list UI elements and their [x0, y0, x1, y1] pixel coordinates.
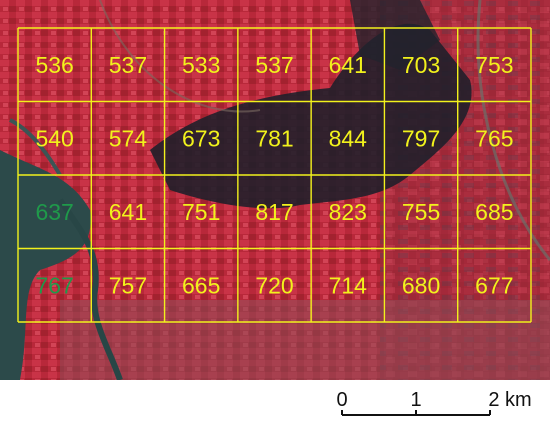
grid-cell-value: 673: [182, 125, 220, 151]
grid-cell-value: 533: [182, 52, 220, 78]
grid-cell-value: 536: [35, 52, 73, 78]
sample-grid: 536 537 533 537 641 703 753 540 574 673 781 844 797 7…: [17, 27, 532, 323]
grid-cell-value: 537: [255, 52, 293, 78]
grid-cell-value: 665: [182, 272, 220, 298]
grid-cell-value: 677: [475, 272, 513, 298]
grid-cell-value: 817: [255, 199, 293, 225]
grid-cell-value: 844: [329, 125, 368, 151]
grid-cell-value: 797: [402, 125, 440, 151]
imagery-fields-south: [60, 300, 550, 380]
grid-cell-value: 781: [255, 125, 293, 151]
grid-cell-value: 751: [182, 199, 220, 225]
grid-cell-value: 720: [255, 272, 293, 298]
imagery-dark-patch-north: [350, 0, 440, 70]
grid-cell-value: 714: [329, 272, 368, 298]
grid-cell-value: 823: [329, 199, 367, 225]
grid-cell-value: 757: [109, 272, 147, 298]
grid-cell-value: 537: [109, 52, 147, 78]
grid-cell-value: 685: [475, 199, 513, 225]
grid-cell-value: 540: [35, 125, 73, 151]
scale-bar: 0 1 2 km: [336, 389, 532, 416]
grid-cell-value: 767: [35, 272, 73, 298]
imagery-road: [476, 0, 550, 261]
grid-cell-value: 641: [109, 199, 147, 225]
grid-cell-value: 637: [35, 199, 73, 225]
grid-cell-value: 680: [402, 272, 440, 298]
scale-label-2: 2 km: [488, 389, 531, 411]
grid-cell-value: 574: [109, 125, 148, 151]
scale-label-0: 0: [336, 389, 347, 411]
grid-cell-value: 641: [329, 52, 367, 78]
grid-cell-value: 755: [402, 199, 440, 225]
imagery-river-branch: [57, 198, 123, 380]
grid-cell-value: 765: [475, 125, 513, 151]
grid-cell-value: 753: [475, 52, 513, 78]
scale-label-1: 1: [410, 389, 421, 411]
imagery-river-branch-2: [9, 118, 62, 177]
grid-cell-value: 703: [402, 52, 440, 78]
